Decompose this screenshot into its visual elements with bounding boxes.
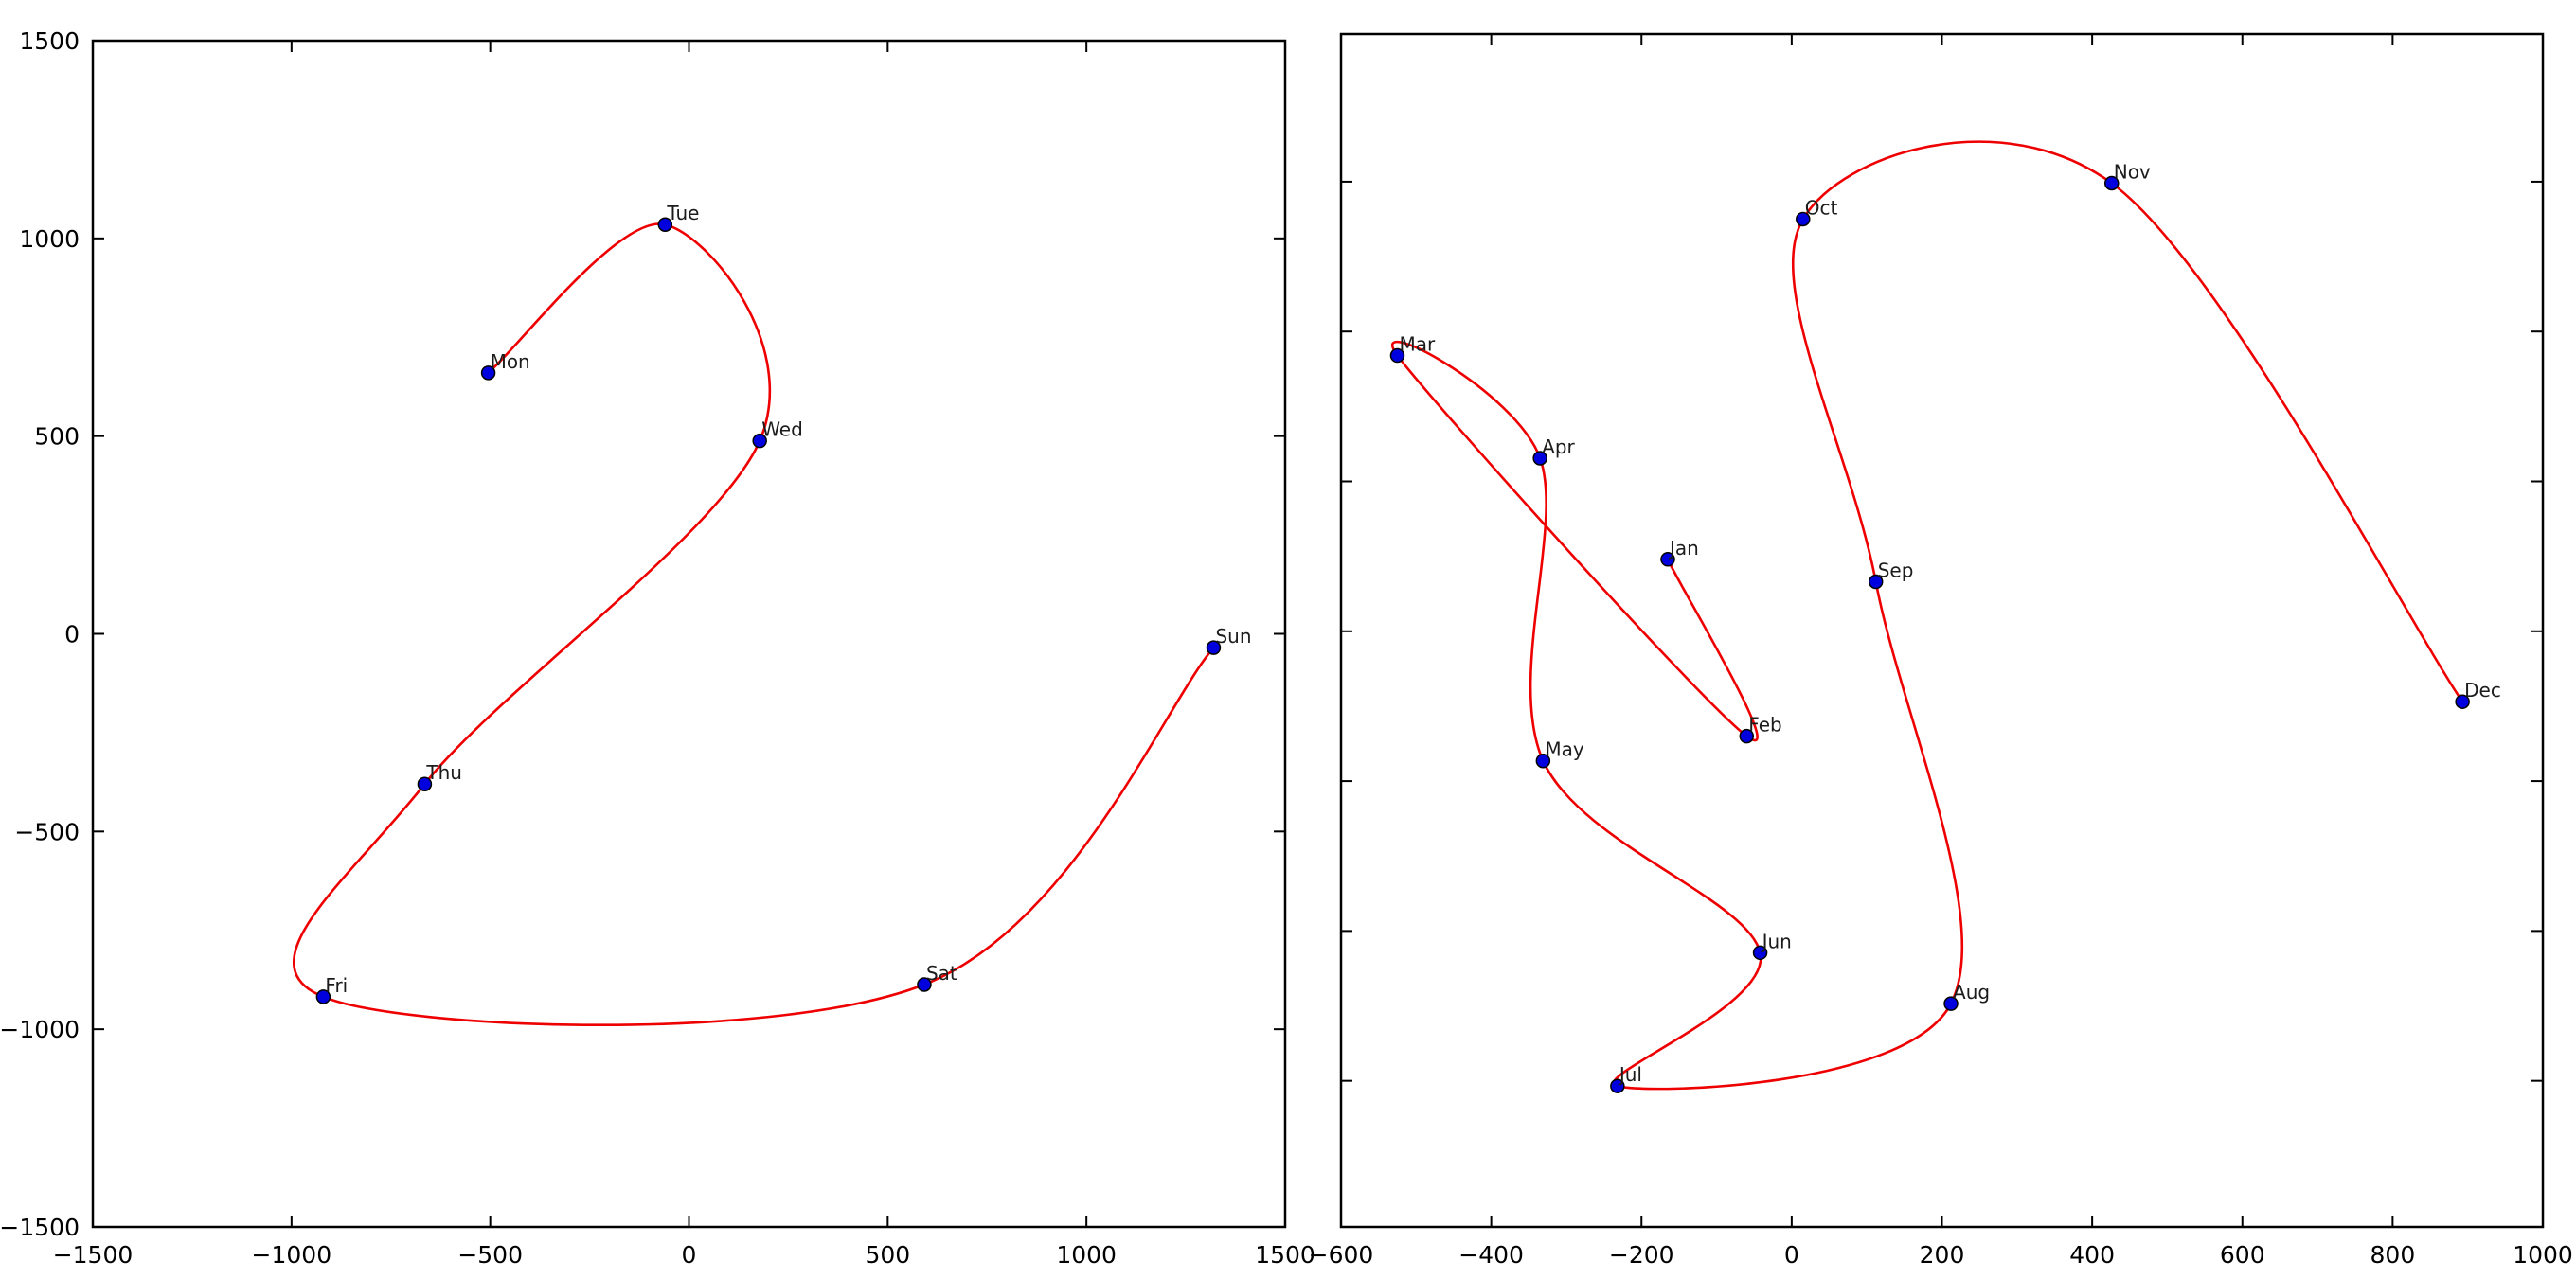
point-label-Tue: Tue [666, 202, 699, 224]
data-point-Oct [1796, 211, 1811, 227]
data-point-Aug [1943, 996, 1959, 1011]
weekdays-embedding-xtick-label: 500 [865, 1241, 910, 1269]
data-point-Mar [1389, 347, 1405, 364]
point-label-Sep: Sep [1878, 560, 1914, 582]
data-point-Wed [752, 433, 767, 449]
months-embedding-xtick-label: 400 [2069, 1241, 2115, 1269]
weekdays-embedding-spline-curve [292, 222, 1215, 1027]
point-label-Dec: Dec [2464, 679, 2501, 702]
data-point-Sun [1206, 640, 1222, 655]
data-point-Jul [1610, 1078, 1625, 1093]
weekdays-embedding-ytick-label: −500 [14, 818, 80, 845]
weekdays-embedding-ytick-label: 1000 [19, 225, 80, 253]
data-point-Nov [2103, 175, 2120, 191]
point-label-Mar: Mar [1399, 333, 1436, 356]
point-label-Wed: Wed [761, 418, 803, 441]
weekdays-embedding-ytick-label: 500 [34, 423, 80, 451]
weekdays-embedding-ytick-label: 1500 [19, 27, 80, 55]
point-label-Sat: Sat [926, 962, 957, 985]
point-label-Mon: Mon [491, 350, 530, 373]
point-label-Sun: Sun [1215, 625, 1251, 648]
point-label-Thu: Thu [425, 761, 462, 784]
months-embedding-axes-box [1339, 32, 2545, 1229]
months-embedding-xtick-label: 600 [2220, 1241, 2265, 1269]
months-embedding-xtick-label: −200 [1609, 1241, 1674, 1269]
weekdays-embedding-ytick-label: −1500 [0, 1214, 80, 1241]
months-embedding-spline-curve [1390, 140, 2464, 1091]
weekdays-embedding-xtick-label: 1500 [1255, 1241, 1315, 1269]
point-label-Aug: Aug [1953, 981, 1990, 1004]
weekdays-embedding-xtick-label: 1000 [1056, 1241, 1117, 1269]
months-embedding-xtick-label: 0 [1784, 1241, 1799, 1269]
months-embedding-xtick-label: −600 [1309, 1241, 1374, 1269]
weekdays-embedding-xtick-label: 0 [682, 1241, 697, 1269]
point-label-Feb: Feb [1748, 714, 1781, 737]
months-embedding-xtick-label: −400 [1458, 1241, 1524, 1269]
point-label-Jan: Jan [1668, 537, 1699, 560]
weekdays-embedding-ytick-label: −1000 [0, 1016, 80, 1043]
data-point-Jan [1660, 552, 1675, 567]
data-point-Thu [417, 776, 433, 791]
months-embedding-xtick-label: 200 [1920, 1241, 1965, 1269]
data-point-Mon [480, 365, 496, 381]
point-label-Oct: Oct [1805, 196, 1838, 219]
weekdays-embedding-xtick-label: −1000 [252, 1241, 332, 1269]
data-point-Jun [1752, 945, 1768, 961]
weekdays-embedding-ytick-label: 0 [64, 621, 80, 648]
point-label-Nov: Nov [2114, 161, 2151, 184]
data-point-May [1535, 753, 1551, 769]
data-point-Sep [1868, 574, 1884, 590]
point-label-Fri: Fri [325, 974, 348, 997]
months-embedding-xtick-label: 800 [2370, 1241, 2416, 1269]
data-point-Fri [315, 989, 331, 1004]
data-point-Feb [1739, 728, 1755, 744]
weekdays-embedding-xtick-label: −500 [457, 1241, 523, 1269]
point-label-Apr: Apr [1542, 435, 1575, 458]
data-point-Tue [657, 217, 673, 232]
weekdays-embedding-xtick-label: −1500 [53, 1241, 134, 1269]
point-label-May: May [1545, 738, 1584, 761]
point-label-Jul: Jul [1618, 1063, 1642, 1086]
data-point-Dec [2455, 694, 2470, 709]
point-label-Jun: Jun [1761, 930, 1792, 952]
data-point-Sat [917, 977, 932, 992]
data-point-Apr [1532, 451, 1547, 466]
months-embedding-xtick-label: 1000 [2513, 1241, 2573, 1269]
